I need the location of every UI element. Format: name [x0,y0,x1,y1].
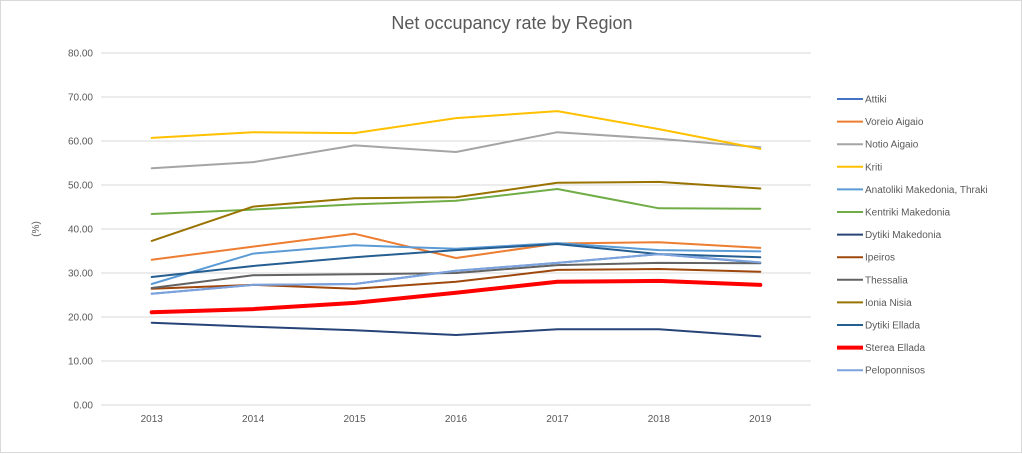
legend-label: Sterea Ellada [865,343,925,354]
series-lines [149,110,763,338]
series-line-anatoliki-makedonia-thraki [150,242,762,285]
legend-item-dytiki-makedonia: Dytiki Makedonia [837,230,942,241]
x-tick-label: 2017 [546,414,569,425]
legend-item-sterea-ellada: Sterea Ellada [837,343,925,354]
legend-item-ionia-nisia: Ionia Nisia [837,298,912,309]
series-line-peloponnisos [150,253,762,295]
legend-item-dytiki-ellada: Dytiki Ellada [837,321,920,332]
legend-label: Dytiki Makedonia [865,230,942,241]
legend-item-kentriki-makedonia: Kentriki Makedonia [837,208,950,219]
legend-label: Kentriki Makedonia [865,208,950,219]
gridlines [101,52,811,406]
legend-label: Attiki [865,95,887,106]
y-tick-label: 80.00 [68,49,93,60]
series-line-thessalia [150,261,762,289]
legend-label: Dytiki Ellada [865,321,920,332]
legend: Attiki Voreio Aigaio Notio Aigaio Kriti Anat… [837,95,988,377]
legend-item-voreio-aigaio: Voreio Aigaio [837,117,924,128]
x-axis-ticks: 2013 2014 2015 2016 2017 2018 2019 [141,414,772,425]
y-tick-label: 70.00 [68,93,93,104]
x-tick-label: 2018 [648,414,671,425]
x-tick-label: 2013 [141,414,164,425]
chart-title: Net occupancy rate by Region [391,13,632,33]
x-tick-label: 2019 [749,414,772,425]
legend-label: Anatoliki Makedonia, Thraki [865,185,988,196]
legend-item-anatoliki-makedonia-thraki: Anatoliki Makedonia, Thraki [837,185,988,196]
legend-item-peloponnisos: Peloponnisos [837,366,925,377]
legend-label: Peloponnisos [865,366,925,377]
legend-label: Thessalia [865,275,908,286]
legend-label: Notio Aigaio [865,140,919,151]
y-tick-label: 40.00 [68,225,93,236]
series-line-sterea-ellada [149,278,763,315]
x-tick-label: 2014 [242,414,265,425]
legend-item-thessalia: Thessalia [837,275,908,286]
x-tick-label: 2015 [343,414,366,425]
y-tick-label: 50.00 [68,181,93,192]
legend-label: Kriti [865,162,882,173]
series-line-notio-aigaio [150,131,762,170]
y-tick-label: 0.00 [74,401,94,412]
series-line-kriti [150,110,762,150]
legend-label: Voreio Aigaio [865,117,924,128]
legend-item-attiki: Attiki [837,95,887,106]
y-axis-title: (%) [31,221,42,237]
series-line-dytiki-makedonia [150,321,762,338]
y-tick-label: 60.00 [68,137,93,148]
legend-label: Ionia Nisia [865,298,912,309]
legend-item-notio-aigaio: Notio Aigaio [837,140,919,151]
x-tick-label: 2016 [445,414,468,425]
legend-item-kriti: Kriti [837,162,882,173]
legend-label: Ipeiros [865,253,895,264]
series-line-kentriki-makedonia [150,188,762,215]
y-tick-label: 10.00 [68,357,93,368]
series-line-voreio-aigaio [150,232,762,261]
legend-item-ipeiros: Ipeiros [837,253,895,264]
y-tick-label: 20.00 [68,313,93,324]
series-line-ionia-nisia [150,180,762,242]
y-tick-label: 30.00 [68,269,93,280]
y-axis-ticks: 0.00 10.00 20.00 30.00 40.00 50.00 60.00 70.00 8… [68,49,93,412]
